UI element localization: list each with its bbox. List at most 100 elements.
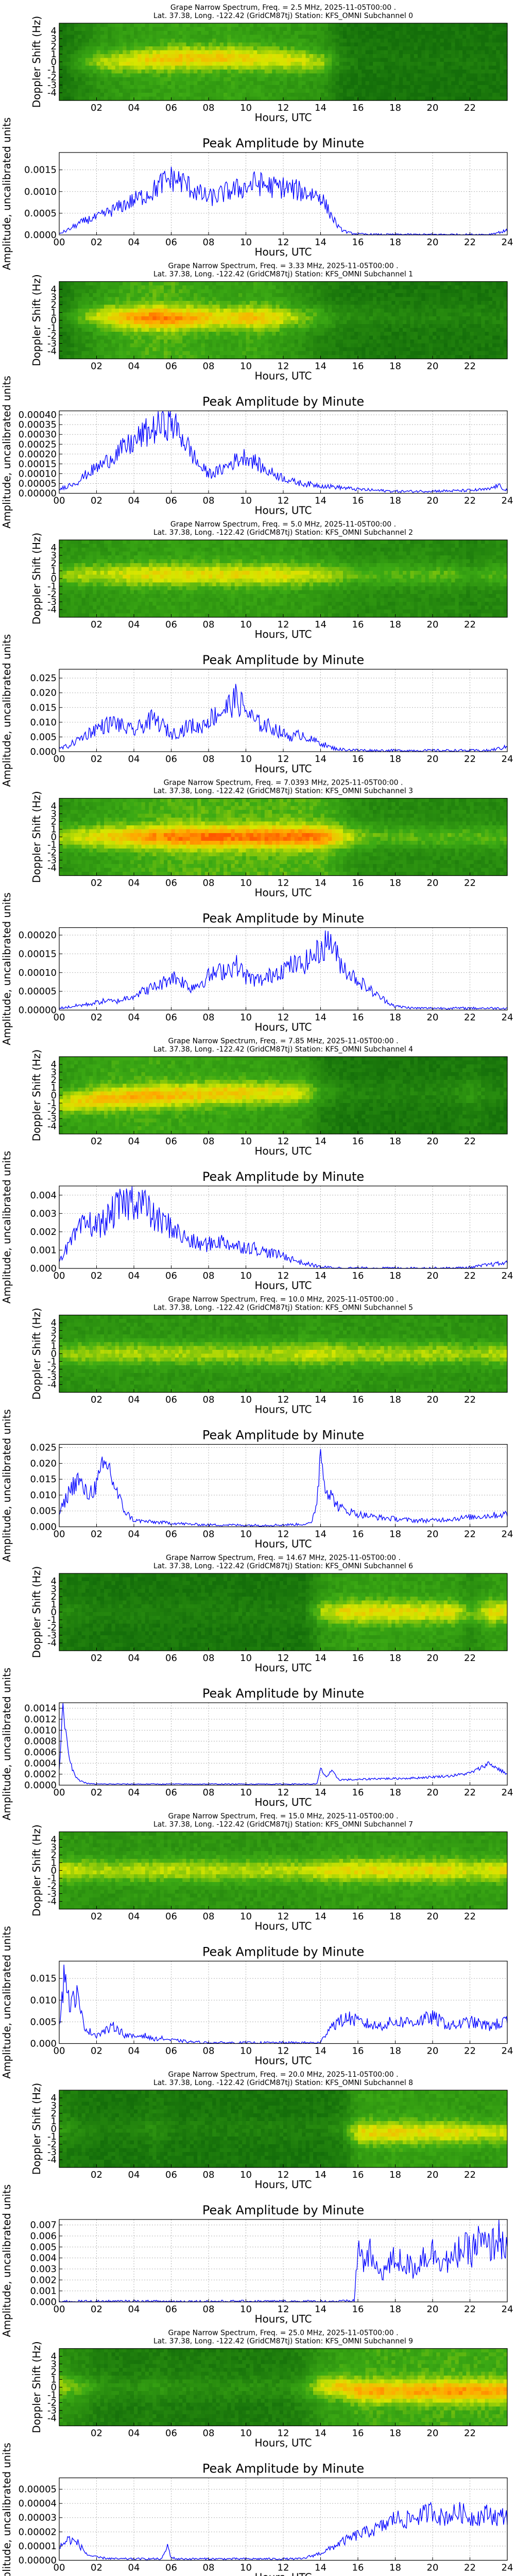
spectrogram-cell [313,31,317,35]
spectrogram-cell [85,320,90,325]
spectrogram-cell [123,46,127,50]
spectrogram-cell [302,81,306,86]
spectrogram-cell [440,54,444,58]
spectrogram-cell [97,351,101,355]
spectrogram-cell [149,97,153,101]
spectrogram-cell [343,285,347,290]
spectrogram-cell [82,35,86,39]
spectrogram-cell [433,70,437,74]
spectrogram-cell [261,62,265,66]
spectrogram-cell [492,324,496,328]
spectrogram-cell [119,351,123,355]
spectrogram-cell [175,297,179,301]
spectrogram-cell [295,27,299,31]
spectrogram-cell [477,31,482,35]
spectrogram-cell [324,46,329,50]
spectrogram-cell [164,74,168,78]
spectrogram-cell [391,89,396,93]
x-tick-label: 10 [240,496,252,506]
spectrogram-cell [302,77,306,81]
spectrogram-cell [418,77,422,81]
spectrogram-cell [190,70,194,74]
spectrogram-cell [74,46,78,50]
spectrogram-cell [496,336,500,340]
spectrogram-cell [448,305,452,309]
spectrogram-cell [418,316,422,320]
spectrogram-cell [366,81,370,86]
spectrogram-cell [235,290,239,294]
spectrogram-cell [63,324,67,328]
spectrogram-cell [332,93,336,97]
spectrogram-cell [164,85,168,89]
spectrogram-cell [462,46,467,50]
spectrogram-cell [455,301,459,305]
spectrogram-cell [112,305,116,309]
x-tick-label: 22 [464,103,476,113]
spectrogram-cell [209,39,213,43]
spectrogram-cell [343,27,347,31]
spectrogram-cell [381,85,385,89]
spectrogram-cell [321,81,325,86]
spectrogram-cell [190,355,194,359]
spectrogram-cell [164,35,168,39]
spectrogram-cell [235,43,239,47]
spectrogram-cell [157,320,161,325]
spectrogram-cell [425,347,430,351]
spectrogram-cell [242,285,246,290]
spectrogram-cell [343,43,347,47]
spectrogram-cell [100,74,105,78]
spectrogram-cell [406,347,410,351]
spectrogram-cell [373,66,377,70]
spectrogram-cell [418,320,422,325]
spectrogram-cell [134,290,138,294]
spectrogram-cell [157,297,161,301]
spectrogram-cell [78,347,82,351]
spectrogram-cell [500,344,504,348]
spectrogram-cell [500,93,504,97]
spectrogram-cell [276,43,280,47]
spectrogram-cell [71,282,75,286]
spectrogram-cell [448,27,452,31]
spectrogram-cell [429,62,433,66]
spectrogram-cell [328,313,332,317]
spectrogram-cell [310,344,314,348]
spectrogram-cell [489,70,493,74]
spectrogram-cell [313,58,317,62]
spectrogram-cell [388,23,392,27]
spectrogram-cell [209,50,213,55]
spectrogram-cell [373,313,377,317]
spectrogram-cell [201,309,205,313]
spectrogram-cell [451,39,455,43]
spectrogram-cell [477,66,482,70]
spectrogram-cell [410,320,415,325]
spectrogram-cell [261,97,265,101]
spectrogram-cell [130,27,134,31]
spectrogram-cell [396,297,400,301]
spectrogram-cell [291,43,295,47]
spectrogram-cell [115,85,119,89]
spectrogram-cell [298,74,302,78]
spectrogram-cell [97,297,101,301]
spectrogram-cell [470,31,474,35]
spectrogram-cell [276,31,280,35]
spectrogram-cell [261,50,265,55]
spectrogram-cell [459,74,463,78]
spectrogram-cell [414,50,418,55]
spectrogram-cell [310,347,314,351]
spectrogram-cell [253,66,258,70]
spectrogram-cell [127,320,131,325]
spectrogram-cell [280,62,284,66]
spectrogram-cell [347,74,351,78]
spectrogram-cell [171,54,176,58]
spectrogram-cell [253,70,258,74]
spectrogram-cell [78,81,82,86]
spectrogram-cell [171,301,176,305]
spectrogram-cell [440,31,444,35]
spectrogram-cell [295,305,299,309]
spectrogram-cell [85,309,90,313]
spectrogram-cell [492,328,496,332]
spectrogram-cell [373,97,377,101]
spectrogram-cell [369,54,373,58]
spectrogram-cell [339,58,344,62]
spectrogram-cell [466,301,470,305]
